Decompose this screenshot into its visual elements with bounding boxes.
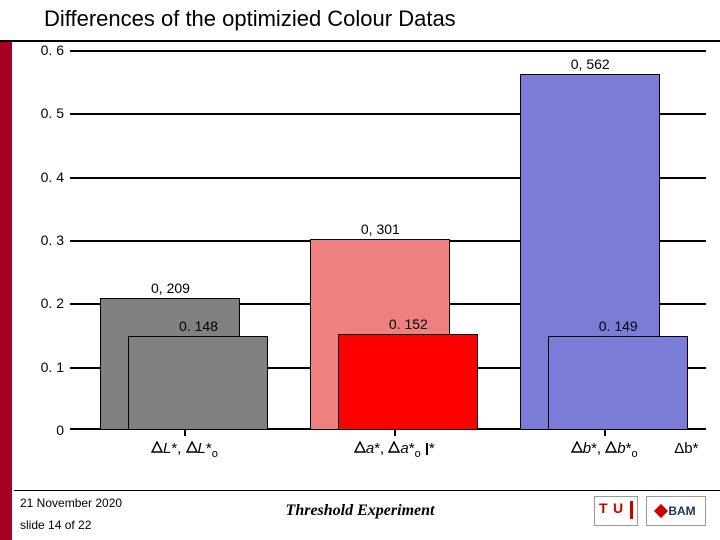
x-category-label-extra: Δb* (674, 440, 698, 457)
logo-tu-berlin: TU (594, 496, 638, 526)
bar-value-label: 0. 148 (98, 318, 298, 334)
gridline (70, 50, 706, 52)
bar (548, 336, 688, 430)
x-tick-mark (394, 430, 396, 436)
bar-value-label: 0. 149 (518, 318, 718, 334)
title-bar: Differences of the optimizied Colour Dat… (0, 0, 720, 42)
bar (128, 336, 268, 430)
footer: 21 November 2020 slide 14 of 22 Threshol… (0, 490, 720, 540)
bar (338, 334, 478, 430)
y-tick-label: 0 (24, 422, 64, 438)
diamond-icon (654, 504, 668, 518)
accent-stripe (0, 42, 12, 540)
y-tick-label: 0. 1 (24, 359, 64, 375)
y-tick-label: 0. 3 (24, 232, 64, 248)
bar-value-label: 0, 209 (70, 280, 270, 296)
x-tick-mark (184, 430, 186, 436)
x-category-label: L*, L*o (151, 440, 218, 460)
y-tick-label: 0. 4 (24, 169, 64, 185)
y-tick-label: 0. 2 (24, 295, 64, 311)
y-tick-label: 0. 5 (24, 105, 64, 121)
footer-logos: TU BAM (594, 496, 706, 526)
bar-chart: 00. 10. 20. 30. 40. 50. 60, 2090. 148L*,… (28, 50, 708, 465)
x-category-label: a*, a*o * (354, 440, 435, 460)
page-title: Differences of the optimizied Colour Dat… (44, 6, 456, 32)
x-tick-mark (604, 430, 606, 436)
footer-slide-number: slide 14 of 22 (20, 518, 91, 532)
logo-bam: BAM (646, 496, 706, 526)
bar-value-label: 0, 562 (490, 56, 690, 72)
footer-date: 21 November 2020 (20, 496, 122, 510)
slide-root: Differences of the optimizied Colour Dat… (0, 0, 720, 540)
plot-area: 00. 10. 20. 30. 40. 50. 60, 2090. 148L*,… (70, 50, 706, 430)
x-category-label: b*, b*o (571, 440, 638, 460)
bar-value-label: 0, 301 (280, 221, 480, 237)
bar-value-label: 0. 152 (308, 316, 508, 332)
footer-divider (14, 490, 720, 491)
footer-center-text: Threshold Experiment (200, 502, 520, 520)
y-tick-label: 0. 6 (24, 42, 64, 58)
